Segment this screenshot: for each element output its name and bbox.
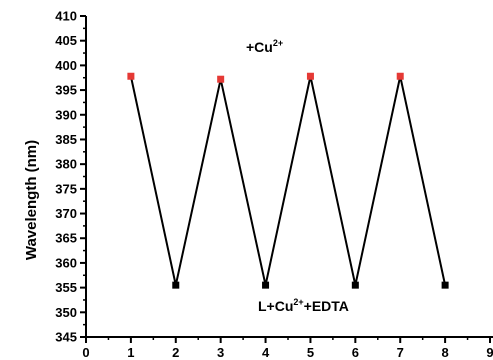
- x-tick-label: 2: [172, 345, 179, 360]
- y-tick-label: 360: [55, 255, 77, 270]
- x-tick-label: 5: [307, 345, 314, 360]
- x-tick-label: 3: [217, 345, 224, 360]
- x-tick-label: 7: [397, 345, 404, 360]
- x-ticks: 0 1 2 3 4 5 6 7 8 9: [82, 337, 493, 360]
- x-tick-label: 8: [441, 345, 448, 360]
- y-tick-label: 355: [55, 280, 77, 295]
- annotation-edta-base: L+Cu: [258, 298, 293, 314]
- x-tick-label: 1: [127, 345, 134, 360]
- y-tick-label: 410: [55, 9, 77, 24]
- x-tick-label: 4: [262, 345, 270, 360]
- x-tick-label: 0: [82, 345, 89, 360]
- data-points: [127, 72, 449, 289]
- y-tick-label: 405: [55, 33, 77, 48]
- annotation-cu-base: +Cu: [246, 39, 273, 55]
- x-tick-label: 6: [352, 345, 359, 360]
- data-point: [262, 281, 270, 289]
- annotation-cu: +Cu2+: [246, 38, 283, 55]
- y-tick-label: 385: [55, 132, 77, 147]
- data-point: [441, 281, 449, 289]
- data-point: [127, 72, 135, 80]
- data-point: [172, 281, 180, 289]
- y-tick-label: 375: [55, 181, 77, 196]
- y-tick-label: 370: [55, 206, 77, 221]
- x-tick-label: 9: [486, 345, 493, 360]
- data-point: [217, 75, 225, 83]
- y-tick-label: 400: [55, 58, 77, 73]
- y-tick-label: 390: [55, 107, 77, 122]
- y-axis-label: Wavelength (nm): [23, 140, 40, 260]
- y-tick-label: 395: [55, 83, 77, 98]
- y-tick-label: 365: [55, 231, 77, 246]
- series-line-group: [129, 76, 447, 286]
- annotation-edta: L+Cu2++EDTA: [258, 297, 349, 314]
- y-tick-label: 380: [55, 157, 77, 172]
- data-point: [396, 72, 404, 80]
- y-tick-label: 350: [55, 305, 77, 320]
- data-point: [351, 281, 359, 289]
- annotation-cu-sup: 2+: [273, 38, 283, 48]
- y-ticks: 345 350 355 360 365 370 375 380 385 390 395 400 405 4…: [55, 9, 86, 345]
- series-line: [129, 76, 447, 286]
- y-tick-label: 345: [55, 330, 77, 345]
- annotation-edta-suffix: +EDTA: [304, 298, 349, 314]
- annotation-edta-sup: 2+: [293, 297, 303, 307]
- data-point: [306, 72, 314, 80]
